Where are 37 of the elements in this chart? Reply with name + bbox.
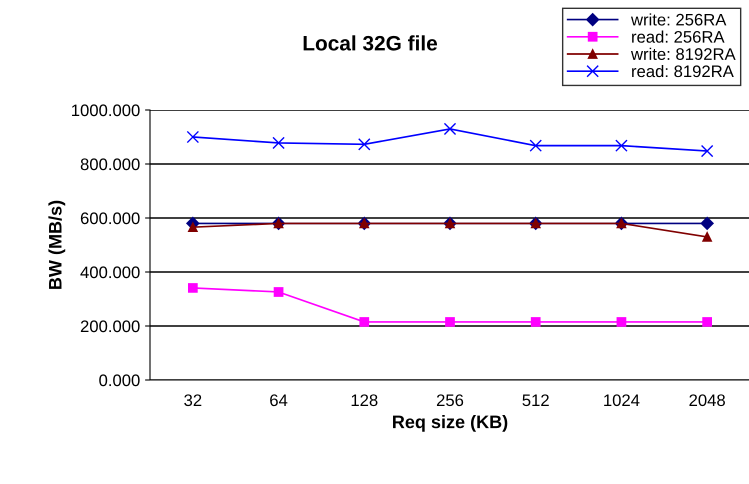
point <box>702 232 712 242</box>
y-tick-label: 400.000 <box>80 266 140 278</box>
point <box>274 287 284 297</box>
x-tick-label: 32 <box>184 394 202 406</box>
point <box>530 317 541 327</box>
point <box>188 283 198 293</box>
x-tick-label: 512 <box>522 394 549 406</box>
legend-label: read: 8192RA <box>632 64 734 78</box>
x-tick-label: 1024 <box>604 394 640 406</box>
point <box>445 317 455 327</box>
y-tick-label: 600.000 <box>80 212 140 224</box>
point <box>358 138 371 151</box>
y-axis-title: BW (MB/s) <box>48 200 66 289</box>
point <box>615 139 628 152</box>
legend-label: read: 256RA <box>632 30 725 43</box>
x-tick-label: 128 <box>352 394 378 406</box>
point <box>186 130 200 144</box>
point <box>444 122 456 136</box>
x-tick-label: 256 <box>436 394 464 406</box>
point <box>702 317 712 327</box>
point <box>529 139 542 152</box>
point <box>359 317 370 327</box>
point <box>616 317 626 327</box>
y-tick-label: 0.000 <box>99 374 140 386</box>
y-tick-label: 800.000 <box>80 158 140 170</box>
y-tick-label: 200.000 <box>80 320 140 332</box>
point <box>700 144 714 158</box>
point <box>272 136 285 150</box>
x-tick-label: 64 <box>270 394 288 406</box>
legend-label: write: 8192RA <box>630 48 736 60</box>
y-tick-label: 1000.000 <box>72 104 140 116</box>
legend-label: write: 256RA <box>630 13 726 26</box>
point <box>188 222 198 232</box>
chart-title: Local 32G file <box>304 35 438 51</box>
point <box>700 216 714 230</box>
x-axis-title: Req size (KB) <box>393 414 508 432</box>
x-tick-label: 2048 <box>689 394 725 406</box>
